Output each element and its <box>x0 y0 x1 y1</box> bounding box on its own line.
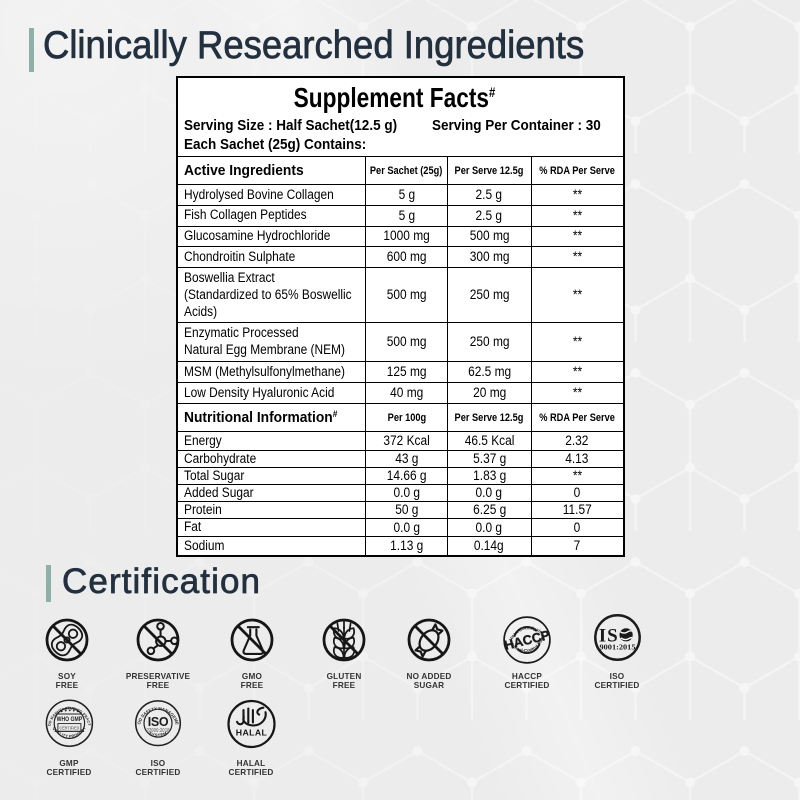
svg-text:ISO: ISO <box>148 715 169 729</box>
svg-text:IS: IS <box>599 626 619 647</box>
svg-text:22000:2018: 22000:2018 <box>147 728 170 734</box>
svg-text:SYSTEM: SYSTEM <box>148 731 168 738</box>
svg-text:CERTIFIED: CERTIFIED <box>59 725 79 730</box>
svg-text:HALAL: HALAL <box>236 728 268 738</box>
svg-text:WHO GMP: WHO GMP <box>57 716 83 723</box>
svg-text:9001:2015: 9001:2015 <box>600 642 636 651</box>
